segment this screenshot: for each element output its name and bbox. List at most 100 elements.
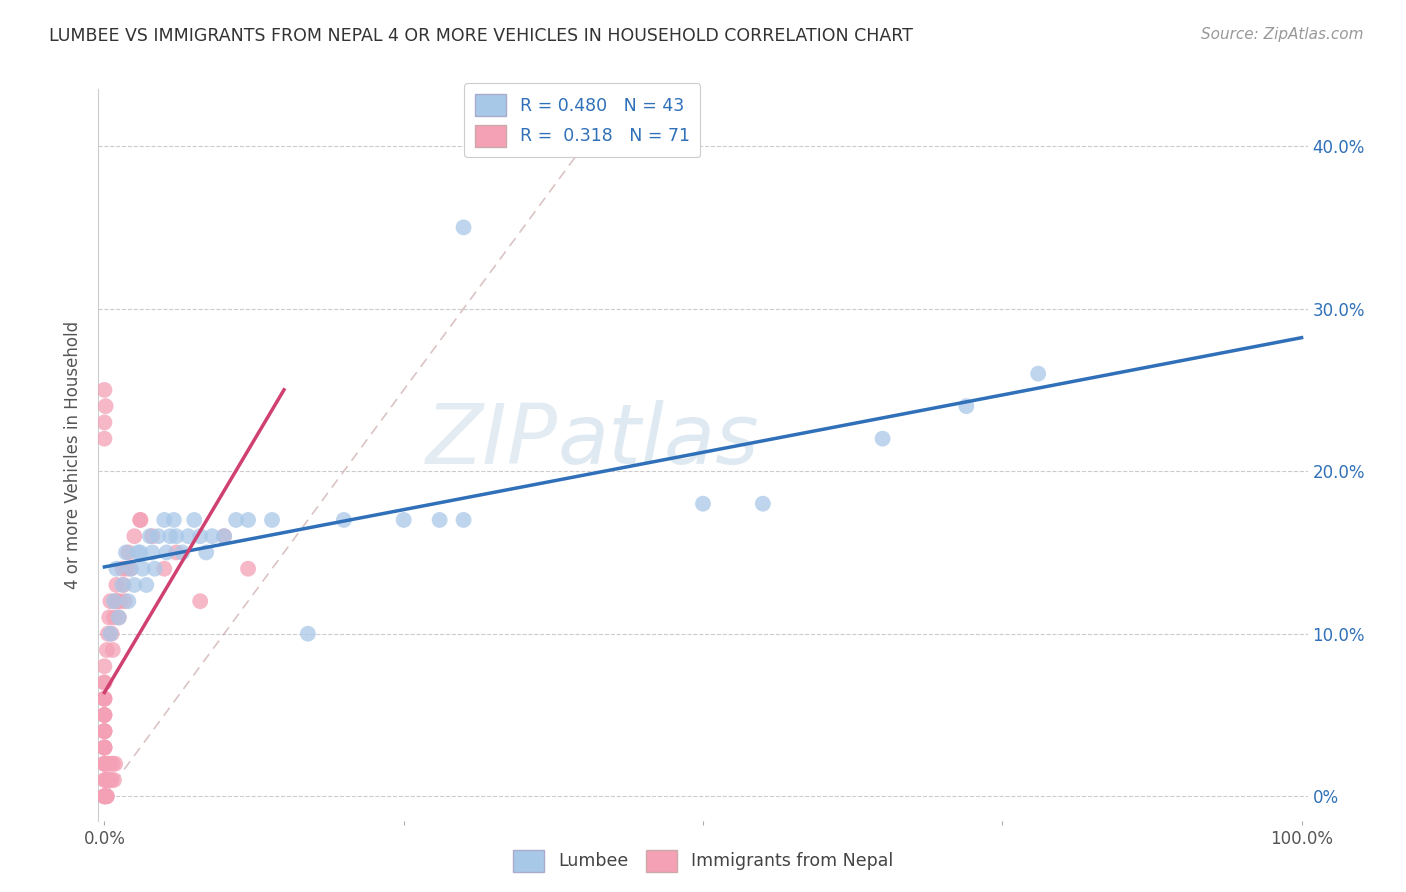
Point bbox=[93, 789, 115, 804]
Point bbox=[103, 594, 125, 608]
Point bbox=[93, 708, 115, 723]
Point bbox=[93, 772, 115, 787]
Point bbox=[177, 529, 200, 543]
Point bbox=[93, 789, 115, 804]
Point bbox=[93, 724, 115, 739]
Point bbox=[93, 708, 115, 723]
Point bbox=[139, 529, 162, 543]
Point bbox=[120, 562, 142, 576]
Point bbox=[111, 578, 134, 592]
Point bbox=[94, 789, 117, 804]
Point bbox=[153, 513, 176, 527]
Point bbox=[132, 562, 155, 576]
Point bbox=[188, 529, 211, 543]
Point bbox=[453, 220, 475, 235]
Point bbox=[98, 610, 121, 624]
Point bbox=[148, 529, 170, 543]
Point bbox=[212, 529, 235, 543]
Point bbox=[156, 545, 179, 559]
Point bbox=[93, 724, 115, 739]
Point bbox=[97, 772, 120, 787]
Point bbox=[93, 756, 115, 771]
Point bbox=[141, 545, 163, 559]
Point bbox=[108, 594, 131, 608]
Point bbox=[236, 513, 259, 527]
Point bbox=[103, 772, 125, 787]
Point bbox=[101, 756, 124, 771]
Point bbox=[297, 626, 319, 640]
Point bbox=[105, 562, 128, 576]
Point bbox=[93, 659, 115, 673]
Point bbox=[124, 578, 146, 592]
Point bbox=[103, 610, 125, 624]
Point bbox=[159, 529, 181, 543]
Point bbox=[117, 545, 139, 559]
Point bbox=[96, 772, 118, 787]
Text: atlas: atlas bbox=[558, 400, 759, 481]
Point bbox=[93, 691, 115, 706]
Text: LUMBEE VS IMMIGRANTS FROM NEPAL 4 OR MORE VEHICLES IN HOUSEHOLD CORRELATION CHAR: LUMBEE VS IMMIGRANTS FROM NEPAL 4 OR MOR… bbox=[49, 27, 912, 45]
Point bbox=[429, 513, 451, 527]
Point bbox=[94, 756, 117, 771]
Point bbox=[172, 545, 194, 559]
Point bbox=[101, 643, 124, 657]
Point bbox=[93, 691, 115, 706]
Point bbox=[692, 497, 714, 511]
Point bbox=[114, 594, 136, 608]
Point bbox=[97, 626, 120, 640]
Point bbox=[93, 740, 115, 755]
Point bbox=[117, 594, 139, 608]
Point bbox=[100, 626, 122, 640]
Point bbox=[94, 789, 117, 804]
Point bbox=[93, 724, 115, 739]
Point bbox=[94, 772, 117, 787]
Point bbox=[141, 529, 163, 543]
Point bbox=[112, 578, 135, 592]
Point bbox=[260, 513, 283, 527]
Text: Source: ZipAtlas.com: Source: ZipAtlas.com bbox=[1201, 27, 1364, 42]
Point bbox=[195, 545, 218, 559]
Point bbox=[143, 562, 166, 576]
Point bbox=[165, 545, 187, 559]
Point bbox=[129, 513, 152, 527]
Point bbox=[107, 594, 129, 608]
Legend: R = 0.480   N = 43, R =  0.318   N = 71: R = 0.480 N = 43, R = 0.318 N = 71 bbox=[464, 83, 700, 157]
Point bbox=[97, 756, 120, 771]
Y-axis label: 4 or more Vehicles in Household: 4 or more Vehicles in Household bbox=[65, 321, 83, 589]
Point bbox=[98, 772, 121, 787]
Point bbox=[93, 675, 115, 690]
Point bbox=[100, 626, 122, 640]
Point bbox=[752, 497, 775, 511]
Legend: Lumbee, Immigrants from Nepal: Lumbee, Immigrants from Nepal bbox=[506, 843, 900, 879]
Point bbox=[120, 562, 142, 576]
Point bbox=[96, 789, 118, 804]
Point bbox=[104, 594, 127, 608]
Point bbox=[100, 594, 122, 608]
Point bbox=[96, 643, 118, 657]
Point bbox=[453, 513, 475, 527]
Point bbox=[94, 399, 117, 413]
Point bbox=[93, 756, 115, 771]
Point bbox=[153, 562, 176, 576]
Point bbox=[236, 562, 259, 576]
Point bbox=[93, 708, 115, 723]
Point bbox=[93, 416, 115, 430]
Point bbox=[93, 691, 115, 706]
Text: ZIP: ZIP bbox=[426, 400, 558, 481]
Point bbox=[127, 545, 149, 559]
Point bbox=[93, 675, 115, 690]
Point bbox=[333, 513, 356, 527]
Point bbox=[105, 578, 128, 592]
Point bbox=[93, 432, 115, 446]
Point bbox=[93, 740, 115, 755]
Point bbox=[111, 562, 134, 576]
Point bbox=[1026, 367, 1049, 381]
Point bbox=[100, 756, 122, 771]
Point bbox=[93, 789, 115, 804]
Point bbox=[163, 513, 186, 527]
Point bbox=[183, 513, 205, 527]
Point bbox=[93, 383, 115, 397]
Point bbox=[93, 724, 115, 739]
Point bbox=[165, 529, 187, 543]
Point bbox=[129, 545, 152, 559]
